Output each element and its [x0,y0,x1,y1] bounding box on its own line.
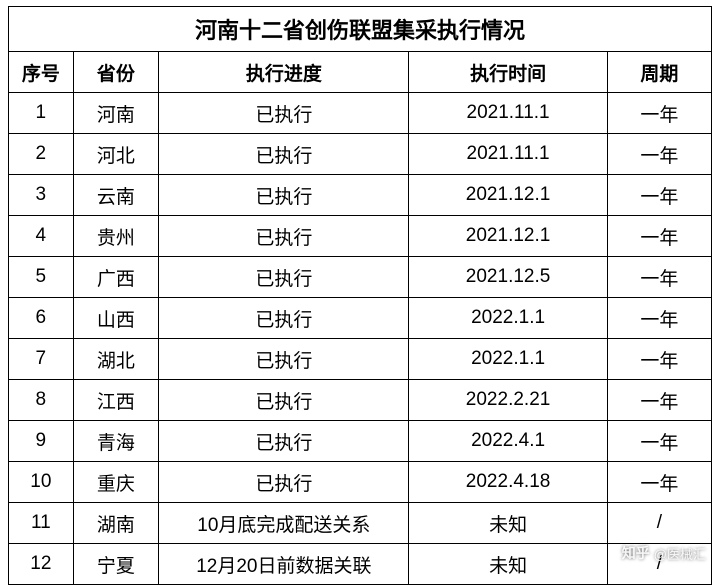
col-cycle: 周期 [607,52,711,93]
table-cell: 1 [9,93,74,134]
table-cell: 已执行 [159,93,409,134]
table-cell: 2022.4.1 [409,421,607,462]
table-cell: / [607,503,711,544]
table-cell: 已执行 [159,134,409,175]
table-cell: 一年 [607,380,711,421]
table-cell: 青海 [73,421,159,462]
table-cell: 贵州 [73,216,159,257]
table-cell: 一年 [607,462,711,503]
table-cell: 已执行 [159,380,409,421]
table-cell: 未知 [409,544,607,585]
table-cell: 河南 [73,93,159,134]
table-cell: 已执行 [159,175,409,216]
table-cell: 10 [9,462,74,503]
table-cell: 2022.4.18 [409,462,607,503]
table-row: 5广西已执行2021.12.5一年 [9,257,712,298]
table-cell: 2021.11.1 [409,93,607,134]
table-cell: 一年 [607,257,711,298]
table-row: 10重庆已执行2022.4.18一年 [9,462,712,503]
table-row: 2河北已执行2021.11.1一年 [9,134,712,175]
table-cell: 广西 [73,257,159,298]
table-cell: 一年 [607,134,711,175]
table-title: 河南十二省创伤联盟集采执行情况 [9,7,712,52]
table-cell: 已执行 [159,339,409,380]
table-cell: 湖南 [73,503,159,544]
table-cell: 一年 [607,93,711,134]
table-header-row: 序号 省份 执行进度 执行时间 周期 [9,52,712,93]
col-date: 执行时间 [409,52,607,93]
table-cell: 一年 [607,298,711,339]
table-cell: 2021.12.1 [409,216,607,257]
table-cell: 9 [9,421,74,462]
table-cell: 8 [9,380,74,421]
table-cell: 2021.12.1 [409,175,607,216]
table-cell: 2021.11.1 [409,134,607,175]
col-prog: 执行进度 [159,52,409,93]
table-cell: 重庆 [73,462,159,503]
table-row: 7湖北已执行2022.1.1一年 [9,339,712,380]
table-cell: 山西 [73,298,159,339]
table-cell: 11 [9,503,74,544]
table-row: 11湖南10月底完成配送关系未知/ [9,503,712,544]
table-cell: 未知 [409,503,607,544]
table-row: 3云南已执行2021.12.1一年 [9,175,712,216]
execution-status-table: 河南十二省创伤联盟集采执行情况 序号 省份 执行进度 执行时间 周期 1河南已执… [8,6,712,585]
table-cell: 一年 [607,421,711,462]
table-cell: 2021.12.5 [409,257,607,298]
table-cell: 4 [9,216,74,257]
table-cell: 7 [9,339,74,380]
table-cell: 江西 [73,380,159,421]
table-row: 9青海已执行2022.4.1一年 [9,421,712,462]
table-cell: 已执行 [159,462,409,503]
table-body: 1河南已执行2021.11.1一年2河北已执行2021.11.1一年3云南已执行… [9,93,712,585]
table-row: 12宁夏12月20日前数据关联未知/ [9,544,712,585]
col-seq: 序号 [9,52,74,93]
table-cell: 已执行 [159,257,409,298]
table-cell: 河北 [73,134,159,175]
table-cell: 2022.2.21 [409,380,607,421]
table-cell: 已执行 [159,298,409,339]
table-cell: 2022.1.1 [409,339,607,380]
table-cell: 已执行 [159,421,409,462]
table-row: 6山西已执行2022.1.1一年 [9,298,712,339]
table-cell: 12 [9,544,74,585]
table-cell: 宁夏 [73,544,159,585]
table-cell: 湖北 [73,339,159,380]
table-cell: / [607,544,711,585]
table-row: 1河南已执行2021.11.1一年 [9,93,712,134]
table-cell: 12月20日前数据关联 [159,544,409,585]
table-cell: 一年 [607,339,711,380]
col-prov: 省份 [73,52,159,93]
table-row: 8江西已执行2022.2.21一年 [9,380,712,421]
table-cell: 6 [9,298,74,339]
table-cell: 已执行 [159,216,409,257]
table-cell: 云南 [73,175,159,216]
table-cell: 一年 [607,175,711,216]
table-cell: 2 [9,134,74,175]
table-row: 4贵州已执行2021.12.1一年 [9,216,712,257]
table-cell: 3 [9,175,74,216]
table-cell: 5 [9,257,74,298]
table-cell: 2022.1.1 [409,298,607,339]
table-cell: 一年 [607,216,711,257]
table-cell: 10月底完成配送关系 [159,503,409,544]
